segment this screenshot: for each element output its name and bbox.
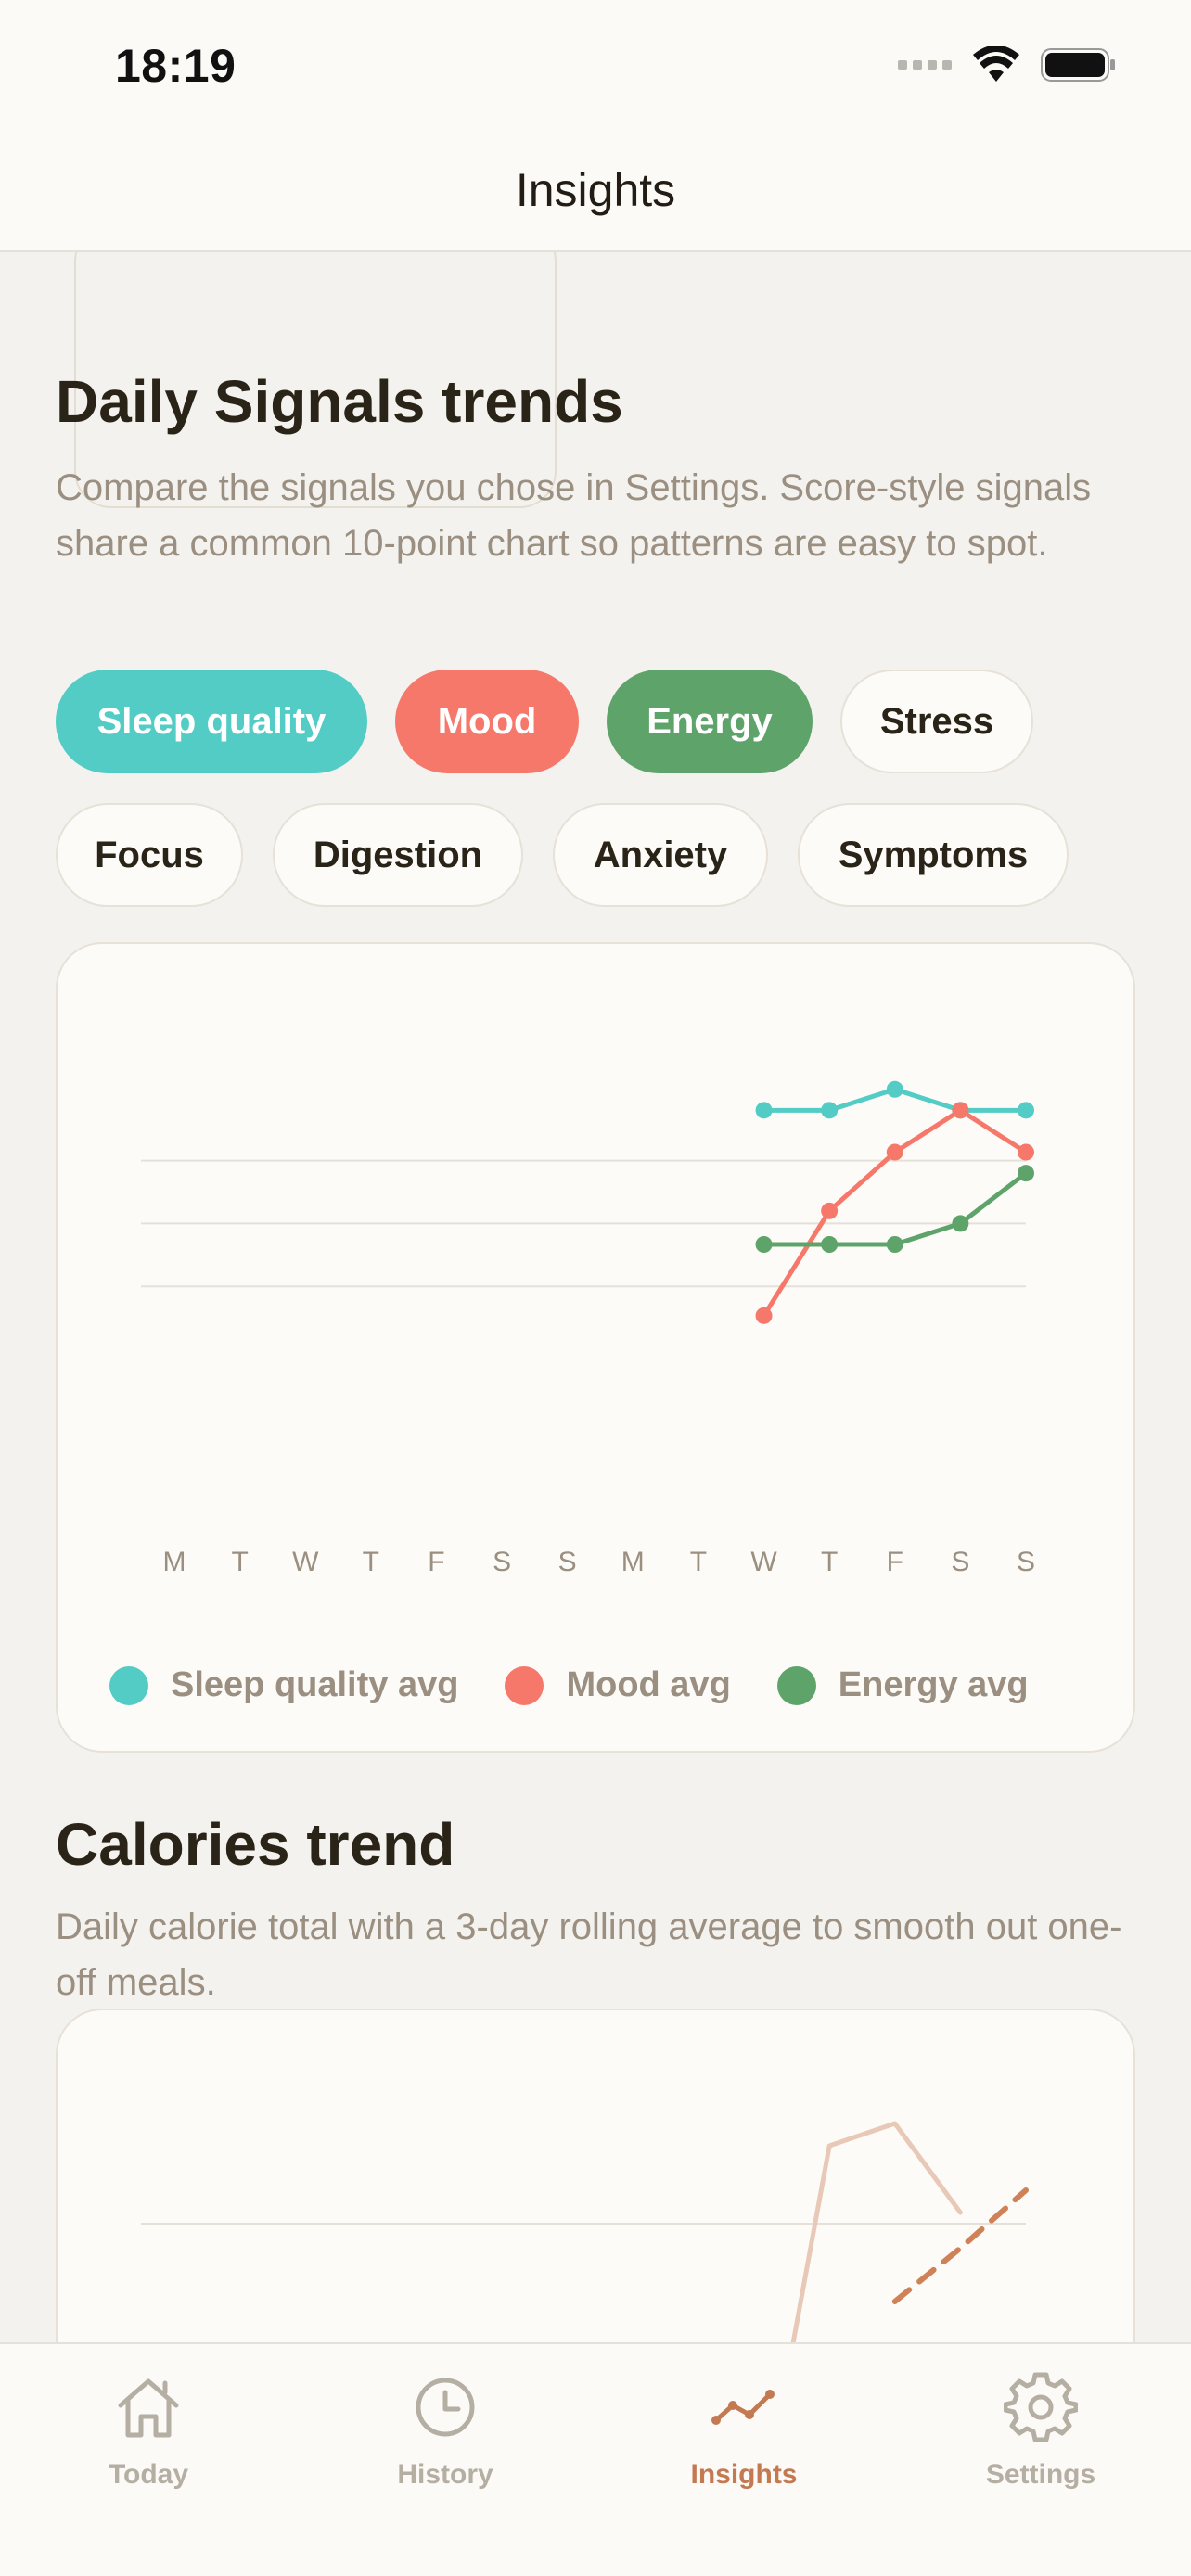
tab-bar: Today History Insights Settings — [0, 2342, 1191, 2576]
data-point — [1018, 1143, 1034, 1161]
gear-icon — [1004, 2372, 1078, 2442]
top-bar: 18:19 Insights — [0, 0, 1191, 252]
tab-label: Insights — [690, 2459, 798, 2490]
wifi-icon — [973, 46, 1019, 82]
tab-label: History — [397, 2459, 493, 2490]
x-tick-label: T — [363, 1547, 379, 1577]
series-line — [762, 2121, 963, 2505]
x-tick-label: M — [621, 1547, 645, 1577]
x-tick-label: F — [428, 1547, 444, 1577]
status-icons — [898, 46, 1117, 83]
cellular-signal-icon — [898, 60, 952, 70]
data-point — [886, 1143, 903, 1161]
legend-label: Sleep quality avg — [171, 1665, 459, 1704]
data-point — [952, 1102, 969, 1119]
legend-label: Energy avg — [838, 1665, 1029, 1704]
calories-line-chart — [141, 2121, 1029, 2505]
data-point — [1018, 1165, 1034, 1182]
x-tick-label: T — [821, 1547, 838, 1577]
x-tick-label: W — [750, 1547, 777, 1577]
legend-item-energy: Energy avg — [776, 1665, 1029, 1705]
series-line — [762, 1107, 1028, 1318]
calories-section-description: Daily calorie total with a 3-day rolling… — [56, 1906, 1122, 2003]
signals-chart-card: M T W T F S S M T W T F S S Sleep quality avg Mood av… — [56, 942, 1135, 1753]
data-point — [755, 1236, 773, 1253]
data-point — [886, 1236, 903, 1253]
data-point — [886, 1080, 903, 1098]
x-tick-label: M — [163, 1547, 186, 1577]
chip-symptoms[interactable]: Symptoms — [798, 803, 1069, 907]
trend-icon — [711, 2390, 775, 2425]
legend-label: Mood avg — [566, 1665, 731, 1704]
signals-section-title: Daily Signals trends — [56, 368, 623, 435]
status-time: 18:19 — [115, 40, 237, 92]
chip-energy[interactable]: Energy — [607, 670, 813, 773]
x-tick-label: T — [690, 1547, 707, 1577]
x-tick-label: S — [1017, 1547, 1035, 1577]
battery-icon — [1041, 48, 1115, 82]
series-line — [763, 1171, 1028, 1247]
data-point — [755, 1307, 773, 1324]
home-icon — [118, 2378, 179, 2438]
chip-sleep-quality[interactable]: Sleep quality — [56, 670, 367, 773]
legend-dot — [776, 1665, 816, 1705]
x-tick-label: S — [558, 1547, 577, 1577]
data-point — [952, 1215, 969, 1232]
x-tick-label: W — [292, 1547, 319, 1577]
tab-history[interactable]: History — [343, 2370, 547, 2491]
series-line — [891, 2187, 1029, 2304]
chip-stress[interactable]: Stress — [840, 670, 1033, 773]
data-point — [1018, 1102, 1034, 1119]
x-tick-label: S — [951, 1547, 969, 1577]
tab-insights[interactable]: Insights — [642, 2370, 846, 2491]
data-point — [821, 1102, 839, 1119]
tab-settings[interactable]: Settings — [939, 2370, 1143, 2491]
tab-label: Today — [108, 2459, 189, 2490]
page-title: Insights — [515, 164, 676, 216]
x-tick-label: T — [231, 1547, 248, 1577]
tab-label: Settings — [985, 2459, 1096, 2490]
data-point — [755, 1102, 773, 1119]
data-point — [821, 1236, 839, 1253]
legend-item-mood: Mood avg — [505, 1665, 731, 1705]
x-tick-label: F — [887, 1547, 903, 1577]
legend-dot — [109, 1665, 148, 1705]
calories-section-title: Calories trend — [56, 1811, 455, 1878]
chip-anxiety[interactable]: Anxiety — [553, 803, 768, 907]
chip-digestion[interactable]: Digestion — [273, 803, 523, 907]
legend-dot — [505, 1665, 544, 1705]
chip-mood[interactable]: Mood — [395, 670, 579, 773]
legend-item-sleep-quality: Sleep quality avg — [109, 1665, 458, 1705]
signals-section-description: Compare the signals you chose in Setting… — [56, 467, 1092, 564]
data-point — [821, 1202, 839, 1219]
clock-icon — [416, 2378, 475, 2437]
x-tick-label: S — [493, 1547, 511, 1577]
chip-focus[interactable]: Focus — [56, 803, 243, 907]
tab-today[interactable]: Today — [46, 2370, 250, 2491]
signals-legend: Sleep quality avg Mood avg Energy avg — [109, 1665, 1029, 1705]
